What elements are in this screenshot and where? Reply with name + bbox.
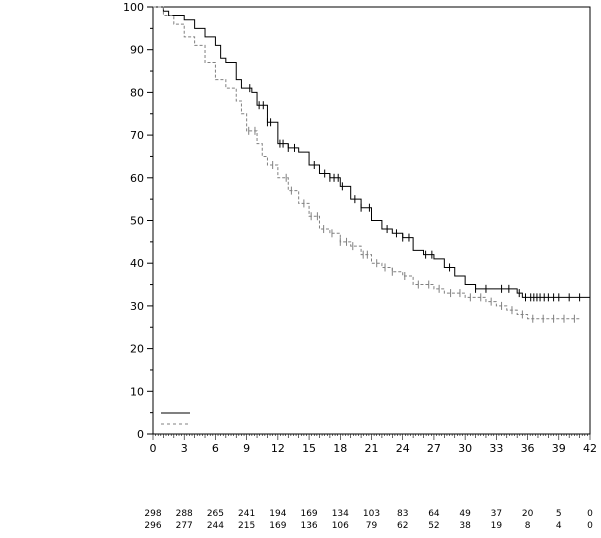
at-risk-count: 64 <box>428 509 440 519</box>
at-risk-count: 288 <box>176 509 193 519</box>
at-risk-count: 169 <box>300 509 317 519</box>
at-risk-count: 79 <box>366 521 378 531</box>
x-tick-label: 42 <box>583 442 597 455</box>
at-risk-count: 134 <box>332 509 349 519</box>
at-risk-count: 106 <box>332 521 349 531</box>
y-tick-label: 0 <box>137 428 144 441</box>
at-risk-count: 136 <box>300 521 317 531</box>
at-risk-count: 4 <box>556 521 562 531</box>
at-risk-count: 296 <box>144 521 161 531</box>
y-tick-label: 20 <box>130 343 144 356</box>
at-risk-count: 277 <box>176 521 193 531</box>
at-risk-count: 0 <box>587 521 593 531</box>
y-tick-label: 60 <box>130 172 144 185</box>
y-tick-label: 90 <box>130 44 144 57</box>
at-risk-count: 19 <box>491 521 503 531</box>
at-risk-count: 194 <box>269 509 286 519</box>
x-tick-label: 39 <box>552 442 566 455</box>
at-risk-count: 103 <box>363 509 380 519</box>
y-tick-label: 10 <box>130 385 144 398</box>
survival-curve-arm-2 <box>153 6 580 320</box>
at-risk-count: 215 <box>238 521 255 531</box>
y-tick-label: 40 <box>130 257 144 270</box>
at-risk-count: 298 <box>144 509 161 519</box>
at-risk-count: 62 <box>397 521 408 531</box>
at-risk-count: 244 <box>207 521 224 531</box>
x-tick-label: 12 <box>271 442 285 455</box>
y-tick-label: 30 <box>130 300 144 313</box>
at-risk-count: 38 <box>459 521 471 531</box>
x-tick-label: 9 <box>243 442 250 455</box>
at-risk-count: 0 <box>587 509 593 519</box>
y-tick-label: 70 <box>130 129 144 142</box>
x-tick-label: 30 <box>458 442 472 455</box>
y-tick-label: 50 <box>130 215 144 228</box>
at-risk-count: 5 <box>556 509 562 519</box>
at-risk-count: 37 <box>491 509 502 519</box>
at-risk-count: 49 <box>459 509 471 519</box>
x-tick-label: 33 <box>489 442 503 455</box>
at-risk-count: 83 <box>397 509 408 519</box>
at-risk-count: 169 <box>269 521 286 531</box>
x-tick-label: 3 <box>181 442 188 455</box>
x-tick-label: 27 <box>427 442 441 455</box>
at-risk-count: 8 <box>525 521 531 531</box>
x-tick-label: 24 <box>396 442 410 455</box>
legend <box>161 412 190 425</box>
at-risk-count: 52 <box>428 521 439 531</box>
x-tick-label: 15 <box>302 442 316 455</box>
x-tick-label: 0 <box>150 442 157 455</box>
survival-curve-arm-1 <box>153 6 590 298</box>
y-tick-label: 80 <box>130 86 144 99</box>
x-tick-label: 18 <box>333 442 347 455</box>
survival-curves <box>153 6 590 323</box>
at-risk-count: 241 <box>238 509 255 519</box>
y-tick-label: 100 <box>123 1 144 14</box>
x-tick-label: 6 <box>212 442 219 455</box>
at-risk-count: 265 <box>207 509 224 519</box>
at-risk-count: 20 <box>522 509 534 519</box>
x-tick-label: 21 <box>365 442 379 455</box>
x-tick-label: 36 <box>521 442 535 455</box>
